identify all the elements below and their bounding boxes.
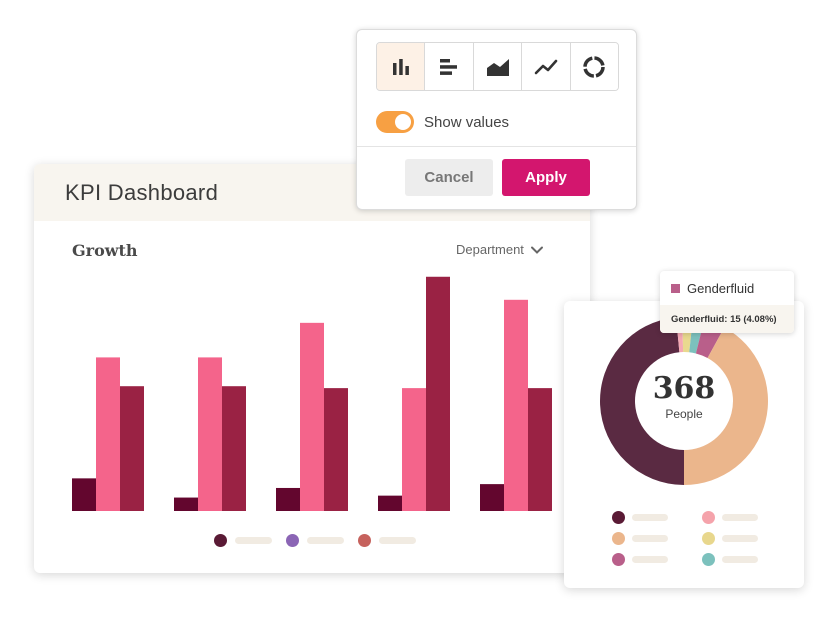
- legend-dot: [286, 534, 299, 547]
- chevron-down-icon: [530, 246, 543, 254]
- area-chart-icon: [486, 58, 509, 76]
- bar[interactable]: [96, 357, 120, 511]
- legend-item[interactable]: [358, 534, 416, 547]
- legend-dot: [702, 553, 715, 566]
- legend-placeholder-label: [632, 514, 668, 521]
- bar[interactable]: [120, 386, 144, 511]
- donut-center: 368 People: [634, 371, 734, 422]
- segment-tooltip: Genderfluid Genderfluid: 15 (4.08%): [660, 271, 794, 333]
- chart-type-horizontal-bar-button[interactable]: [425, 43, 474, 90]
- growth-bar-chart: [72, 276, 552, 511]
- department-dropdown-label: Department: [456, 242, 524, 257]
- bar[interactable]: [198, 357, 222, 511]
- legend-dot: [612, 532, 625, 545]
- bar[interactable]: [528, 388, 552, 511]
- toggle-knob: [395, 114, 411, 130]
- bar[interactable]: [174, 497, 198, 511]
- show-values-label: Show values: [424, 113, 510, 131]
- legend-placeholder-label: [632, 556, 668, 563]
- legend-dot: [214, 534, 227, 547]
- donut-legend: [612, 511, 762, 566]
- department-dropdown[interactable]: Department: [456, 242, 544, 257]
- legend-placeholder-label: [379, 537, 416, 544]
- legend-dot: [612, 511, 625, 524]
- horizontal-bar-icon: [440, 58, 458, 75]
- growth-section-title: Growth: [72, 241, 138, 260]
- legend-dot: [358, 534, 371, 547]
- legend-placeholder-label: [632, 535, 668, 542]
- bar[interactable]: [72, 478, 96, 511]
- legend-placeholder-label: [235, 537, 272, 544]
- show-values-row: Show values: [376, 111, 509, 133]
- vertical-bar-icon: [392, 58, 409, 75]
- tooltip-header: Genderfluid: [660, 271, 794, 305]
- bar[interactable]: [480, 484, 504, 511]
- kpi-dashboard-card: KPI Dashboard Growth Department: [34, 164, 590, 573]
- legend-placeholder-label: [307, 537, 344, 544]
- legend-item[interactable]: [286, 534, 344, 547]
- donut-legend-item[interactable]: [612, 511, 672, 524]
- bar[interactable]: [324, 388, 348, 511]
- chart-type-selector: [376, 42, 619, 91]
- cancel-button[interactable]: Cancel: [405, 159, 493, 196]
- tooltip-series-name: Genderfluid: [687, 280, 755, 296]
- bar-chart-legend: [214, 534, 416, 547]
- apply-button[interactable]: Apply: [502, 159, 590, 196]
- tooltip-color-swatch: [671, 283, 680, 293]
- donut-legend-item[interactable]: [612, 553, 672, 566]
- legend-placeholder-label: [722, 556, 758, 563]
- line-chart-icon: [534, 59, 558, 74]
- donut-legend-item[interactable]: [612, 532, 672, 545]
- legend-placeholder-label: [722, 514, 758, 521]
- legend-dot: [702, 511, 715, 524]
- chart-type-area-button[interactable]: [473, 43, 523, 90]
- people-donut-chart: [600, 317, 768, 485]
- legend-dot: [702, 532, 715, 545]
- people-donut-card: 368 People: [564, 301, 804, 588]
- kpi-card-title: KPI Dashboard: [65, 179, 219, 205]
- bar[interactable]: [426, 276, 450, 511]
- donut-chart-icon: [583, 55, 606, 78]
- donut-total-label: People: [665, 407, 703, 421]
- bar[interactable]: [300, 322, 324, 511]
- donut-legend-item[interactable]: [702, 553, 762, 566]
- legend-item[interactable]: [214, 534, 272, 547]
- legend-placeholder-label: [722, 535, 758, 542]
- bar[interactable]: [504, 299, 528, 511]
- bar[interactable]: [402, 388, 426, 511]
- donut-legend-item[interactable]: [702, 511, 762, 524]
- bar[interactable]: [276, 487, 300, 511]
- donut-slice[interactable]: [684, 327, 768, 485]
- chart-options-popover: Show values Cancel Apply: [356, 29, 637, 210]
- bar[interactable]: [378, 495, 402, 511]
- popover-divider: [357, 146, 636, 147]
- legend-dot: [612, 553, 625, 566]
- donut-slice[interactable]: [600, 317, 684, 485]
- tooltip-detail: Genderfluid: 15 (4.08%): [660, 305, 794, 333]
- chart-type-donut-button[interactable]: [570, 43, 618, 90]
- donut-total-value: 368: [652, 371, 716, 406]
- bar[interactable]: [222, 386, 246, 511]
- chart-type-line-button[interactable]: [522, 43, 571, 90]
- show-values-toggle[interactable]: [376, 111, 414, 133]
- chart-type-vertical-bar-button[interactable]: [377, 43, 426, 90]
- donut-legend-item[interactable]: [702, 532, 762, 545]
